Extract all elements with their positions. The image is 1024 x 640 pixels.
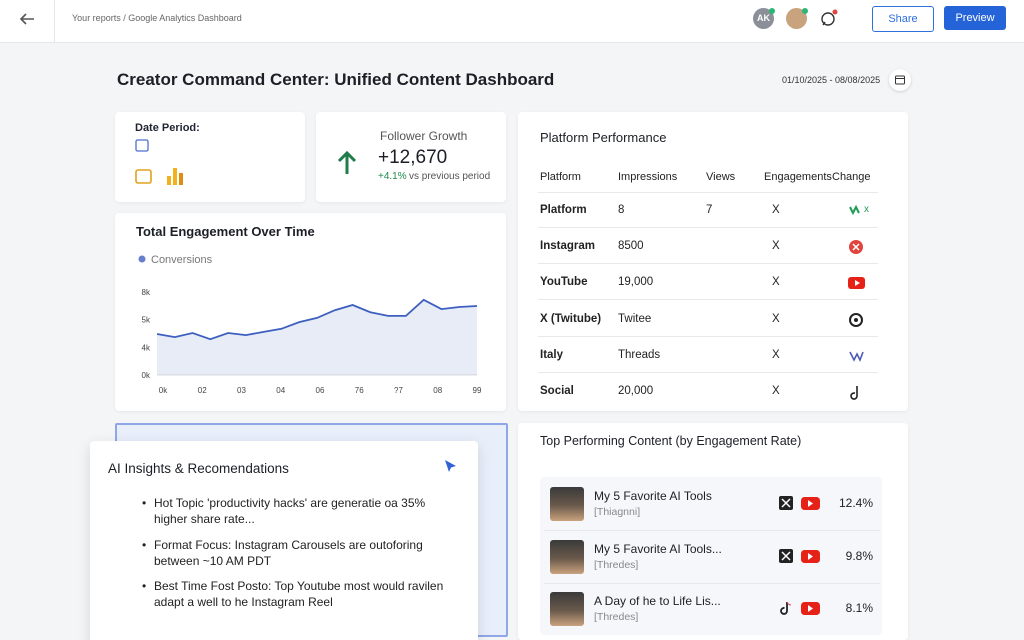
x-axis-label: 0k (159, 386, 168, 395)
content-source: [Thredes] (594, 611, 639, 623)
content-title[interactable]: My 5 Favorite AI Tools... (594, 541, 722, 556)
table-cell: X (772, 385, 780, 397)
table-cell: 19,000 (618, 276, 654, 289)
column-header: Change (832, 171, 871, 183)
insight-item: Format Focus: Instagram Carousels are ou… (142, 537, 454, 569)
table-cell: Social (540, 385, 574, 397)
top-content-card: Top Performing Content (by Engagement Ra… (518, 423, 908, 640)
table-cell: X (772, 204, 780, 216)
metric-label: Follower Growth (380, 129, 468, 143)
top-bar: Your reports / Google Analytics Dashboar… (0, 0, 1024, 43)
table-cell: X (772, 348, 780, 361)
calendar-button[interactable] (889, 69, 911, 91)
insight-item: Hot Topic 'productivity hacks' are gener… (142, 495, 454, 527)
platform-icon (849, 312, 863, 327)
x-axis-label: 02 (198, 386, 207, 395)
date-range: 01/10/2025 - 08/08/2025 (782, 75, 881, 85)
x-axis-label: 76 (355, 386, 364, 395)
platform-icons (780, 601, 820, 615)
metric-value: +12,670 (378, 147, 448, 168)
user-avatar[interactable]: AK (753, 8, 774, 29)
table-cell: 8 (618, 204, 625, 216)
comments-button[interactable] (818, 9, 838, 29)
table-cell: Italy (540, 348, 564, 361)
follower-growth-card: Follower Growth +12,670 +4.1% vs previou… (316, 112, 506, 202)
card-title: AI Insights & Recomendations (108, 461, 289, 476)
date-period-card: Date Period: (115, 112, 305, 202)
line-area (157, 299, 477, 375)
thumbnail[interactable] (550, 592, 584, 626)
table-cell: 8500 (618, 240, 644, 253)
platform-icons (779, 548, 820, 563)
period-icons (135, 139, 183, 185)
metric-change-text: vs previous period (409, 171, 491, 182)
table-cell: Instagram (540, 240, 595, 253)
card-label: Date Period: (135, 122, 200, 134)
column-header: Platform (540, 171, 581, 183)
table-cell: 7 (706, 204, 713, 216)
insight-item: Best Time Fost Posto: Top Youtube most w… (142, 578, 454, 610)
ai-insights-card: AI Insights & Recomendations Hot Topic '… (90, 441, 478, 640)
table-cell: X (Twitube) (540, 312, 602, 325)
content-source: [Thredes] (594, 558, 639, 571)
x-axis-label: 99 (473, 386, 482, 395)
card-title: Top Performing Content (by Engagement Ra… (540, 434, 802, 448)
legend-label: Conversions (151, 254, 213, 266)
content-title[interactable]: A Day of he to Life Lis... (594, 594, 721, 608)
platform-icon (850, 386, 858, 400)
platform-icon (849, 351, 864, 362)
x-axis-label: 04 (276, 386, 285, 395)
table-cell: X (772, 240, 780, 253)
content-title[interactable]: My 5 Favorite AI Tools (594, 489, 712, 503)
engagement-card: Total Engagement Over Time Conversions 8k… (115, 213, 506, 411)
table-cell: Twitee (618, 312, 652, 325)
card-title: Platform Performance (540, 130, 667, 145)
table-cell: X (772, 276, 780, 289)
profile-photo[interactable] (786, 8, 807, 29)
page-title: Creator Command Center: Unified Content … (117, 70, 555, 89)
back-button[interactable] (18, 12, 36, 26)
x-axis-label: 03 (237, 386, 246, 395)
engagement-rate: 12.4% (838, 496, 873, 510)
table-cell: Platform (540, 204, 587, 216)
platform-icon (849, 240, 863, 255)
y-axis-label: 0k (142, 371, 151, 380)
platform-icon (848, 277, 865, 290)
line-series (156, 298, 478, 341)
content-source: [Thiagnni] (594, 506, 641, 518)
x-axis-label: 08 (433, 386, 442, 395)
table-cell: X (772, 312, 780, 325)
table-cell: x (864, 204, 869, 215)
card-title: Total Engagement Over Time (136, 224, 315, 239)
column-header: Impressions (618, 171, 678, 183)
y-axis-label: 8k (142, 288, 151, 297)
thumbnail[interactable] (550, 487, 584, 521)
line-chart: Conversions 8k 5k 4k 0k 0k 02 03 04 06 76 ?7 08 99 (138, 254, 482, 395)
y-axis-label: 4k (142, 343, 151, 352)
preview-button[interactable]: Preview (944, 6, 1006, 30)
table-cell: Threads (618, 348, 661, 361)
platform-icons (779, 496, 820, 510)
column-header: Views (706, 171, 736, 183)
table-cell: YouTube (540, 276, 588, 289)
engagement-rate: 9.8% (845, 548, 873, 563)
platform-icon (849, 204, 860, 216)
metric-change: +4.1% (378, 171, 407, 182)
table-cell: 20,000 (618, 385, 654, 397)
column-header: Engagements (764, 171, 832, 183)
thumbnail[interactable] (550, 539, 584, 574)
ai-icon (445, 460, 456, 472)
x-axis-label: 06 (316, 386, 325, 395)
share-button[interactable]: Share (872, 6, 934, 32)
engagement-rate: 8.1% (845, 601, 873, 615)
platform-card: Platform Performance (518, 112, 908, 411)
breadcrumb[interactable]: Your reports / Google Analytics Dashboar… (72, 13, 242, 23)
legend-marker (138, 255, 146, 263)
x-axis-label: ?7 (394, 386, 403, 395)
y-axis-label: 5k (142, 316, 151, 325)
